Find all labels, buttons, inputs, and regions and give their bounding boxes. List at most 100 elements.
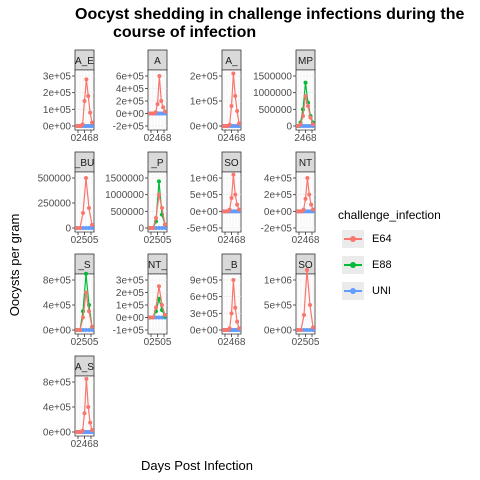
data-point-e64 — [78, 328, 82, 332]
data-point-uni — [157, 226, 161, 230]
y-tick-label: 5e+05 — [264, 301, 293, 312]
data-point-e64 — [154, 305, 158, 310]
x-tick-label: 02505 — [144, 337, 172, 348]
facet-strip-label: A_ — [225, 56, 238, 67]
legend-item-e88: E88 — [338, 256, 441, 274]
data-point-e64 — [305, 268, 309, 272]
data-point-uni — [84, 226, 88, 230]
y-tick-label: 0e+00 — [190, 326, 219, 337]
y-tick-label: 2e+05 — [116, 288, 145, 299]
y-tick-label: 4e+05 — [116, 84, 145, 95]
data-point-e64 — [81, 211, 85, 215]
facet-strip-label: SO — [224, 158, 239, 169]
facet-panel: SO -5e+05 0e+00 5e+05 1e+06 02468 — [187, 151, 246, 246]
y-tick-label: 1e+05 — [190, 97, 219, 108]
data-point-e64 — [88, 110, 93, 115]
facet-strip-label: A — [154, 56, 161, 67]
x-axis-label: Days Post Infection — [141, 458, 253, 473]
facet-panel: _B 0e+00 3e+05 6e+05 9e+05 02468 — [190, 253, 246, 348]
data-point-e64 — [296, 328, 300, 332]
data-point-e64 — [237, 326, 241, 331]
data-point-e64 — [235, 109, 240, 113]
data-point-e64 — [87, 206, 91, 210]
data-point-e64 — [301, 207, 306, 212]
legend-key-uni — [342, 282, 364, 300]
data-point-e88 — [157, 296, 161, 301]
facet-strip-label: _S — [77, 260, 91, 271]
data-point-uni — [308, 328, 312, 332]
y-tick-label: -2e+05 — [261, 224, 293, 235]
data-point-e64 — [90, 428, 94, 433]
data-point-e64 — [233, 192, 238, 197]
data-point-e64 — [82, 99, 87, 103]
data-point-e88 — [303, 80, 308, 85]
facet-panel: A_S 0e+00 4e+05 8e+05 02468 — [43, 355, 99, 450]
data-point-e64 — [227, 122, 232, 127]
data-point-uni — [81, 226, 85, 230]
x-tick-label: 2468 — [294, 133, 317, 144]
data-point-e64 — [157, 192, 161, 197]
y-tick-label: -5e+05 — [187, 224, 219, 235]
panel-background — [221, 171, 242, 233]
y-tick-label: 1e+06 — [264, 276, 293, 287]
data-point-e64 — [305, 176, 310, 180]
data-point-e64 — [227, 326, 232, 331]
data-point-e64 — [148, 315, 152, 320]
y-tick-label: 0e+00 — [190, 122, 219, 133]
data-point-e64 — [231, 278, 236, 282]
x-tick-label: 02468 — [144, 133, 172, 144]
facet-panel: _S 0e+00 4e+05 8e+05 02505 — [43, 253, 99, 348]
data-point-e64 — [231, 71, 236, 76]
y-tick-label: 9e+05 — [190, 276, 219, 287]
data-point-e64 — [159, 99, 164, 103]
data-point-e64 — [311, 325, 315, 330]
data-point-e64 — [229, 311, 234, 316]
y-tick-label: 2e+05 — [264, 190, 293, 201]
data-point-e64 — [86, 405, 91, 409]
data-point-e64 — [235, 319, 240, 324]
facet-panel: MP 0 500000 1000000 1500000 2468 — [253, 49, 317, 144]
legend-label-uni: UNI — [372, 285, 391, 297]
y-tick-label: 2e+05 — [43, 88, 72, 99]
data-point-e64 — [307, 192, 312, 197]
data-point-e64 — [75, 328, 79, 332]
facet-panel: A_E 0e+00 1e+05 2e+05 3e+05 02468 — [43, 49, 99, 144]
data-point-e64 — [229, 196, 234, 200]
data-point-e64 — [155, 102, 160, 107]
facet-panel: SO 0e+00 5e+05 1e+06 02505 — [264, 253, 320, 348]
data-point-uni — [154, 226, 158, 230]
facet-panel: NT -2e+05 0e+00 2e+05 4e+05 02468 — [261, 151, 320, 246]
y-tick-label: 4e+05 — [43, 301, 72, 312]
y-tick-label: 0e+00 — [264, 326, 293, 337]
data-point-e64 — [237, 121, 241, 126]
x-tick-label: 02505 — [144, 235, 172, 246]
facet-strip-label: _BU — [74, 158, 94, 169]
data-point-e64 — [157, 284, 161, 289]
y-tick-label: 8e+05 — [43, 378, 72, 389]
y-tick-label: 3e+05 — [190, 309, 219, 320]
data-point-e64 — [308, 115, 313, 120]
y-axis-label: Oocysts per gram — [7, 214, 22, 317]
data-point-e64 — [161, 105, 166, 110]
facet-panel: _BU 0 250000 500000 02505 — [38, 151, 99, 246]
y-tick-label: 0e+00 — [43, 122, 72, 133]
x-tick-label: 02505 — [292, 337, 320, 348]
y-tick-label: 0 — [65, 224, 71, 235]
y-tick-label: 2e+05 — [190, 72, 219, 83]
legend: challenge_infection E64 E88 UNI — [338, 208, 441, 308]
y-tick-label: 6e+05 — [190, 292, 219, 303]
data-point-e64 — [80, 122, 85, 127]
x-tick-label: 02505 — [71, 235, 99, 246]
facet-strip-label: MP — [298, 56, 313, 67]
y-tick-label: 1000000 — [253, 88, 292, 99]
y-tick-label: -1e+05 — [113, 326, 145, 337]
facet-strip-label: A_S — [75, 362, 94, 373]
data-point-e64 — [151, 226, 155, 230]
data-point-e64 — [157, 74, 162, 78]
data-point-e64 — [302, 313, 306, 317]
data-point-e64 — [298, 122, 303, 127]
data-point-e64 — [303, 196, 308, 201]
data-point-e64 — [88, 420, 93, 425]
